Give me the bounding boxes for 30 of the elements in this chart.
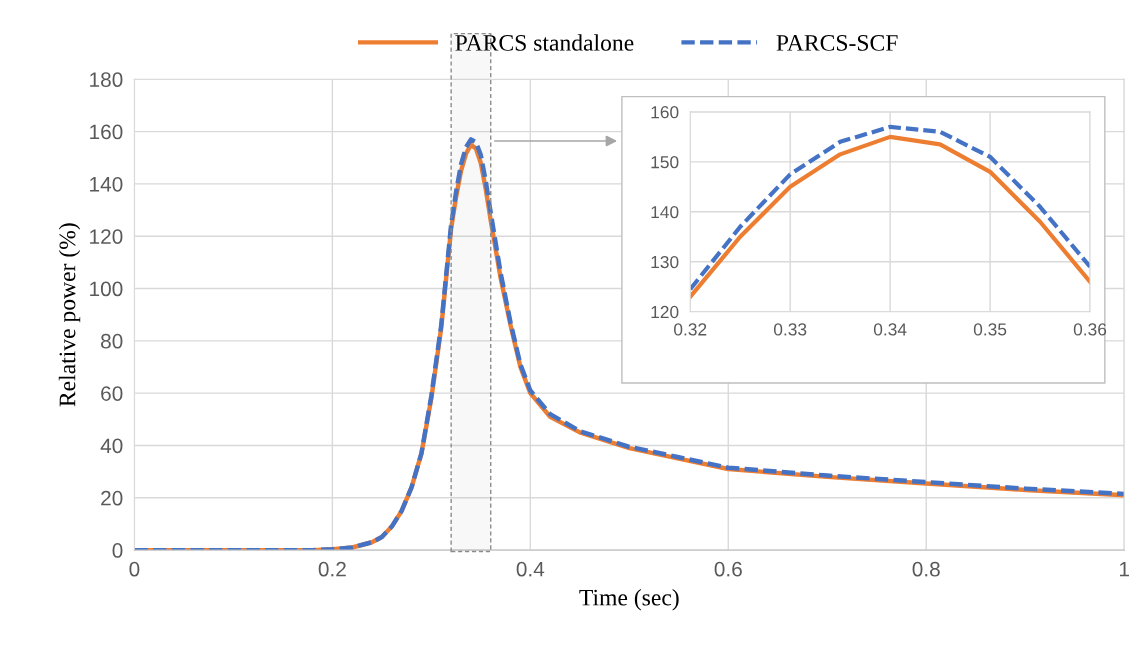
y-tick-label: 0 (112, 543, 123, 558)
x-tick-label: 0.2 (318, 561, 346, 577)
x-tick-label: 0.6 (714, 561, 742, 577)
y-tick-label: 180 (90, 72, 123, 88)
y-tick-label: 160 (90, 124, 123, 140)
y-tick-label: 100 (90, 281, 123, 297)
y-tick-label: 20 (101, 490, 123, 506)
x-tick-label: 0.8 (912, 561, 940, 577)
x-axis-title: Time (sec) (579, 588, 679, 611)
x-tick-label: 0.32 (674, 323, 707, 336)
y-tick-label: 60 (101, 386, 123, 401)
y-tick-label: 140 (651, 205, 679, 219)
y-tick-label: 130 (651, 255, 679, 269)
y-tick-label: 40 (100, 438, 123, 454)
x-tick-label: 0.34 (873, 323, 907, 336)
legend-label: PARCS-SCF (776, 34, 898, 51)
x-tick-label: 0.35 (973, 323, 1007, 336)
y-tick-label: 160 (651, 106, 679, 119)
x-tick-label: 0.4 (516, 561, 545, 577)
y-tick-label: 120 (90, 229, 123, 244)
y-tick-label: 150 (651, 156, 679, 169)
x-tick-label: 0 (129, 561, 140, 577)
x-tick-label: 0.36 (1073, 323, 1107, 336)
legend-label: PARCS standalone (455, 34, 634, 51)
y-tick-label: 120 (651, 305, 679, 319)
y-tick-label: 80 (101, 333, 123, 349)
y-axis-title: Relative power (%) (58, 223, 81, 407)
x-tick-label: 0.33 (773, 323, 807, 336)
y-tick-label: 140 (90, 176, 123, 192)
x-tick-label: 1 (1119, 561, 1129, 577)
